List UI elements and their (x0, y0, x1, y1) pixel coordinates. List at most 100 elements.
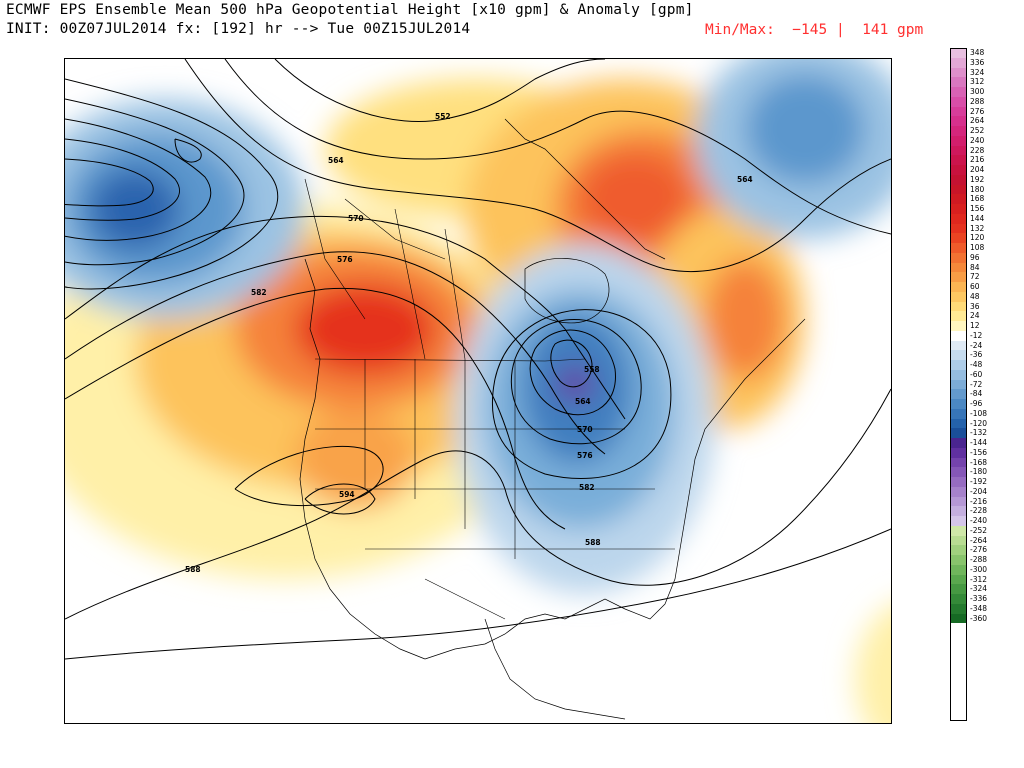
colorbar-swatch (950, 87, 967, 97)
colorbar-entry: -276 (950, 545, 1020, 555)
colorbar-entry: -216 (950, 496, 1020, 507)
contour-label: 582 (251, 288, 267, 297)
colorbar-entry: 48 (950, 291, 1020, 302)
colorbar-swatch (950, 194, 967, 204)
colorbar-entry: 24 (950, 311, 1020, 321)
contour-labels: 552 564 570 576 582 564 594 588 558 564 … (185, 112, 753, 574)
colorbar-swatch (950, 496, 967, 507)
colorbar-swatch (950, 67, 967, 78)
colorbar-entry: -108 (950, 408, 1020, 419)
colorbar-label: -228 (970, 506, 988, 516)
contour-label: 558 (584, 365, 600, 374)
colorbar-label: 168 (970, 194, 985, 204)
colorbar-entry: 108 (950, 243, 1020, 253)
contour-576-low (491, 309, 672, 480)
colorbar-entry: -252 (950, 525, 1020, 536)
contour-alaska-closed (174, 138, 202, 163)
colorbar-entry: -264 (950, 535, 1020, 546)
colorbar-swatch (950, 165, 967, 175)
colorbar-swatch (950, 545, 967, 555)
colorbar-swatch (950, 525, 967, 536)
colorbar-swatch (950, 106, 967, 117)
positive-anomaly-ne-core (580, 154, 690, 244)
colorbar-swatch (950, 126, 967, 136)
contour-594 (234, 445, 384, 507)
colorbar-swatch (950, 457, 967, 468)
colorbar-label: -96 (970, 399, 983, 408)
colorbar-label: -276 (970, 545, 988, 555)
colorbar-swatch (950, 603, 967, 614)
colorbar-swatch (950, 184, 967, 195)
colorbar-swatch (950, 379, 967, 390)
colorbar-swatch (950, 252, 967, 263)
colorbar-swatch (950, 233, 967, 243)
colorbar-label: -24 (970, 340, 983, 350)
contour-label: 564 (575, 397, 591, 406)
colorbar-label: 312 (970, 77, 985, 87)
colorbar-swatch (950, 116, 967, 126)
contour-label: 564 (328, 156, 344, 165)
colorbar-label: 132 (970, 223, 985, 233)
colorbar-swatch (950, 438, 967, 448)
colorbar-swatch (950, 467, 967, 477)
colorbar-label: -12 (970, 330, 983, 340)
colorbar-swatch (950, 564, 967, 575)
colorbar-entry: 288 (950, 96, 1020, 107)
min-max-readout: Min/Max: −145 | 141 gpm (705, 22, 924, 38)
colorbar-entry: -360 (950, 613, 1020, 624)
positive-anomaly-gb (295, 409, 415, 509)
colorbar-label: 240 (970, 135, 985, 145)
colorbar-swatch (950, 204, 967, 214)
colorbar-label: 180 (970, 184, 985, 194)
colorbar-entry: 324 (950, 67, 1020, 78)
colorbar-swatch (950, 223, 967, 234)
colorbar-entry: 180 (950, 184, 1020, 195)
colorbar-entry: -336 (950, 594, 1020, 604)
colorbar-label: -252 (970, 525, 988, 535)
colorbar-label: -204 (970, 486, 988, 496)
colorbar-label: -324 (970, 584, 988, 594)
border-province-2 (444, 228, 466, 360)
colorbar-label: 300 (970, 87, 985, 96)
colorbar-swatch (950, 340, 967, 351)
colorbar-label: 324 (970, 67, 985, 77)
colorbar-label: -120 (970, 418, 988, 428)
colorbar-label: -168 (970, 457, 988, 467)
colorbar-swatch (950, 321, 967, 331)
colorbar-label: 12 (970, 321, 980, 330)
colorbar-entry: 120 (950, 233, 1020, 243)
colorbar-entry: -168 (950, 457, 1020, 468)
colorbar-entry: 96 (950, 252, 1020, 263)
colorbar-swatch (950, 506, 967, 516)
colorbar-label: 336 (970, 57, 985, 67)
coast-mexico (484, 618, 626, 720)
colorbar-swatch (950, 477, 967, 487)
colorbar-label: -144 (970, 438, 988, 447)
colorbar-swatch (950, 77, 967, 87)
contour-label: 576 (577, 451, 593, 460)
colorbar-swatch (950, 584, 967, 594)
colorbar-swatch (950, 369, 967, 380)
border-us-mexico (424, 578, 506, 620)
contour-label: 594 (339, 490, 355, 499)
colorbar-swatch (950, 399, 967, 409)
colorbar-swatch (950, 447, 967, 458)
negative-anomaly-alaska-core (90, 169, 180, 249)
colorbar-entry: 192 (950, 174, 1020, 185)
contour-label: 588 (585, 538, 601, 547)
map-panel: 552 564 570 576 582 564 594 588 558 564 … (64, 58, 892, 724)
colorbar-label: 156 (970, 204, 985, 213)
colorbar-swatch (950, 57, 967, 68)
colorbar-entry: -192 (950, 477, 1020, 487)
border-bc-alberta (304, 178, 366, 320)
colorbar-label: -300 (970, 564, 988, 574)
negative-anomaly-east-min (557, 368, 593, 400)
colorbar-label: 264 (970, 116, 985, 126)
colorbar-swatch (950, 213, 967, 224)
colorbar-label: -336 (970, 594, 988, 603)
colorbar-label: 24 (970, 311, 980, 321)
coast-hudson-bay (524, 258, 610, 324)
colorbar-label: -240 (970, 516, 988, 525)
colorbar-entry: 168 (950, 194, 1020, 204)
negative-anomaly-greenland-core (745, 74, 865, 184)
